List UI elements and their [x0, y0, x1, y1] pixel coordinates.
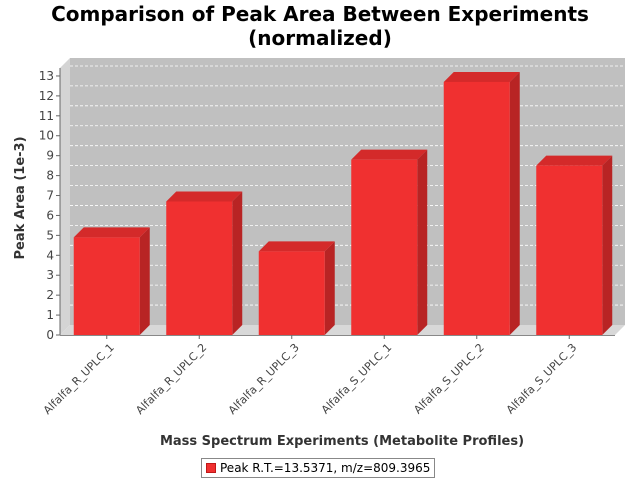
y-tick-label: 13 [39, 69, 54, 83]
bar [351, 149, 428, 335]
y-tick-label: 6 [46, 208, 54, 222]
legend-label: Peak R.T.=13.5371, m/z=809.3965 [220, 461, 431, 475]
bar-front [166, 201, 233, 335]
chart-title-line-2: (normalized) [248, 26, 392, 50]
x-axis-label: Mass Spectrum Experiments (Metabolite Pr… [160, 434, 524, 449]
x-tick-label: Alfalfa_S_UPLC_3 [504, 341, 580, 417]
x-tick-label: Alfalfa_S_UPLC_1 [319, 341, 395, 417]
chart-title: Comparison of Peak Area Between Experime… [0, 2, 640, 50]
y-tick-label: 1 [46, 308, 54, 322]
bar-side [139, 227, 150, 335]
bar-top [73, 227, 150, 238]
bar-side [232, 191, 243, 335]
y-tick-label: 7 [46, 189, 54, 203]
bar-front [443, 81, 510, 336]
bar-top [258, 241, 335, 252]
y-tick-label: 8 [46, 169, 54, 183]
y-tick-label: 3 [46, 268, 54, 282]
bar [73, 227, 150, 335]
bar [166, 191, 243, 335]
bar-side [417, 149, 428, 335]
legend: Peak R.T.=13.5371, m/z=809.3965 [201, 458, 436, 478]
bar-top [536, 155, 613, 166]
legend-swatch [206, 463, 216, 473]
y-axis-label: Peak Area (1e-3) [13, 136, 28, 259]
chart-title-line-1: Comparison of Peak Area Between Experime… [51, 2, 589, 26]
x-axis: Alfalfa_R_UPLC_1 Alfalfa_R_UPLC_2 Alfalfa_… [41, 335, 580, 417]
plot-left-wall [60, 58, 70, 335]
bar-side [324, 241, 335, 335]
bar-front [351, 159, 418, 335]
x-tick-label: Alfalfa_R_UPLC_3 [226, 341, 302, 417]
y-tick-label: 9 [46, 149, 54, 163]
bar-top [443, 71, 520, 82]
bar-front [73, 237, 140, 335]
bar-side [509, 71, 520, 336]
bar-front [258, 251, 325, 335]
y-tick-label: 10 [39, 129, 54, 143]
bar [258, 241, 335, 335]
bar-top [166, 191, 243, 202]
y-tick-label: 0 [46, 328, 54, 342]
y-tick-label: 5 [46, 228, 54, 242]
y-tick-label: 11 [39, 109, 54, 123]
y-tick-label: 12 [39, 89, 54, 103]
bar-side [602, 155, 613, 335]
plot-base-line [60, 335, 615, 336]
bar [536, 155, 613, 335]
x-tick-label: Alfalfa_R_UPLC_1 [41, 341, 117, 417]
x-tick-label: Alfalfa_S_UPLC_2 [411, 341, 487, 417]
bar-front [536, 165, 603, 335]
x-tick-label: Alfalfa_R_UPLC_2 [133, 341, 209, 417]
bars-group [73, 71, 613, 336]
bar-top [351, 149, 428, 160]
bar [443, 71, 520, 336]
y-tick-label: 2 [46, 288, 54, 302]
y-tick-label: 4 [46, 248, 54, 262]
gridlines [70, 65, 625, 306]
